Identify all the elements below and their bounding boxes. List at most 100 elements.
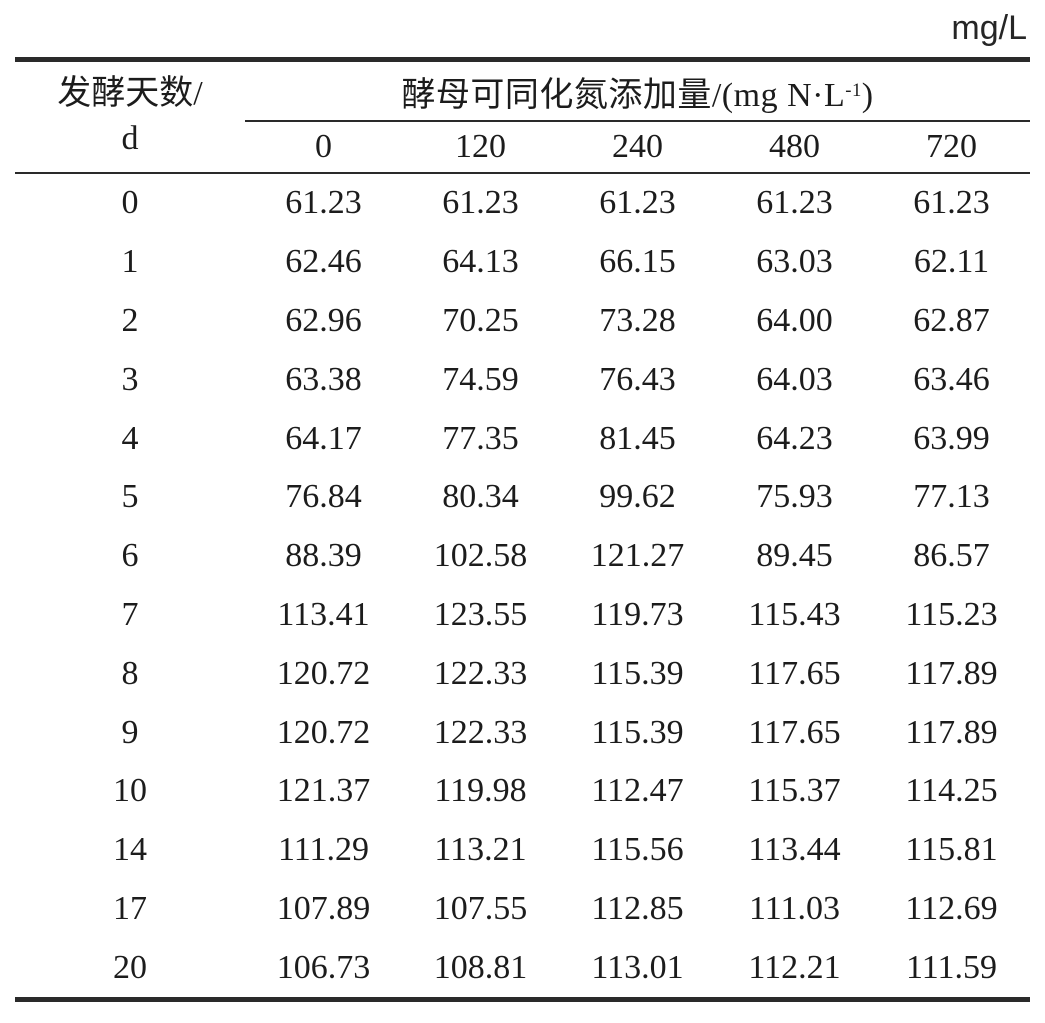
column-group-header: 酵母可同化氮添加量/(mg N·L-1) <box>245 59 1030 122</box>
value-cell: 119.98 <box>434 772 527 810</box>
value-cell: 77.35 <box>442 419 519 457</box>
value-cell: 76.43 <box>599 360 676 398</box>
value-cell: 122.33 <box>433 713 528 751</box>
value-cell: 63.38 <box>285 360 362 398</box>
day-cell: 10 <box>113 772 147 810</box>
value-cell: 117.89 <box>905 713 998 751</box>
value-cell: 112.69 <box>905 889 998 927</box>
value-cell: 115.23 <box>905 595 998 633</box>
value-cell: 120.72 <box>276 713 371 751</box>
value-cell: 111.29 <box>278 831 369 869</box>
value-cell: 113.41 <box>277 595 370 633</box>
day-cell: 9 <box>121 713 139 751</box>
value-cell: 89.45 <box>756 537 833 575</box>
value-cell: 117.89 <box>905 654 998 692</box>
value-cell: 115.39 <box>591 713 684 751</box>
value-cell: 117.65 <box>748 654 841 692</box>
table-row: 3 63.38 74.59 76.43 64.03 63.46 <box>15 350 1030 409</box>
value-cell: 113.44 <box>748 831 841 869</box>
value-cell: 74.59 <box>442 360 519 398</box>
table-row: 10 121.37 119.98 112.47 115.37 114.25 <box>15 762 1030 821</box>
data-table: 发酵天数/ d 酵母可同化氮添加量/(mg N·L-1) 0 120 240 4… <box>15 57 1030 1003</box>
group-header-close-paren: ) <box>861 76 874 114</box>
value-cell: 61.23 <box>285 184 362 222</box>
col-header-0: 0 <box>245 121 402 174</box>
table-row: 2 62.96 70.25 73.28 64.00 62.87 <box>15 292 1030 351</box>
col-header-120: 120 <box>402 121 559 174</box>
value-cell: 86.57 <box>913 537 990 575</box>
value-cell: 111.59 <box>906 948 997 986</box>
value-cell: 76.84 <box>285 478 362 516</box>
value-cell: 123.55 <box>433 595 528 633</box>
value-cell: 115.37 <box>748 772 841 810</box>
value-cell: 111.03 <box>749 889 840 927</box>
value-cell: 113.01 <box>591 948 684 986</box>
header-row-levels: 0 120 240 480 720 <box>15 121 1030 174</box>
value-cell: 115.43 <box>748 595 841 633</box>
value-cell: 114.25 <box>905 772 998 810</box>
value-cell: 122.33 <box>433 654 528 692</box>
group-header-superscript: -1 <box>845 80 862 102</box>
day-cell: 7 <box>121 595 139 633</box>
value-cell: 66.15 <box>599 243 676 281</box>
day-cell: 17 <box>113 889 147 927</box>
value-cell: 61.23 <box>442 184 519 222</box>
table-row: 17 107.89 107.55 112.85 111.03 112.69 <box>15 880 1030 939</box>
value-cell: 70.25 <box>442 301 519 339</box>
value-cell: 63.03 <box>756 243 833 281</box>
value-cell: 64.23 <box>756 419 833 457</box>
day-cell: 5 <box>121 478 139 516</box>
value-cell: 62.87 <box>913 301 990 339</box>
value-cell: 64.00 <box>756 301 833 339</box>
table-row: 6 88.39 102.58 121.27 89.45 86.57 <box>15 527 1030 586</box>
day-cell: 20 <box>113 948 147 986</box>
day-cell: 6 <box>121 537 139 575</box>
table-row: 14 111.29 113.21 115.56 113.44 115.81 <box>15 821 1030 880</box>
value-cell: 61.23 <box>756 184 833 222</box>
table-row: 1 62.46 64.13 66.15 63.03 62.11 <box>15 233 1030 292</box>
value-cell: 107.89 <box>276 889 371 927</box>
row-header-line1: 发酵天数/ <box>57 75 203 113</box>
table-row: 5 76.84 80.34 99.62 75.93 77.13 <box>15 468 1030 527</box>
day-cell: 14 <box>113 831 147 869</box>
day-cell: 0 <box>121 184 139 222</box>
value-cell: 113.21 <box>434 831 527 869</box>
value-cell: 108.81 <box>433 948 528 986</box>
table-row: 20 106.73 108.81 113.01 112.21 111.59 <box>15 938 1030 999</box>
row-header: 发酵天数/ d <box>15 59 245 174</box>
value-cell: 80.34 <box>442 478 519 516</box>
value-cell: 112.85 <box>591 889 684 927</box>
value-cell: 99.62 <box>599 478 676 516</box>
row-header-line2: d <box>121 120 139 157</box>
day-cell: 4 <box>121 419 139 457</box>
table-row: 0 61.23 61.23 61.23 61.23 61.23 <box>15 173 1030 233</box>
value-cell: 107.55 <box>433 889 528 927</box>
value-cell: 73.28 <box>599 301 676 339</box>
value-cell: 61.23 <box>913 184 990 222</box>
day-cell: 2 <box>121 301 139 339</box>
day-cell: 8 <box>121 654 139 692</box>
value-cell: 62.96 <box>285 301 362 339</box>
unit-label: mg/L <box>951 9 1027 47</box>
value-cell: 115.81 <box>905 831 998 869</box>
value-cell: 88.39 <box>285 537 362 575</box>
table-row: 8 120.72 122.33 115.39 117.65 117.89 <box>15 644 1030 703</box>
value-cell: 117.65 <box>748 713 841 751</box>
table-row: 4 64.17 77.35 81.45 64.23 63.99 <box>15 409 1030 468</box>
value-cell: 121.37 <box>276 772 371 810</box>
value-cell: 112.21 <box>748 948 841 986</box>
value-cell: 115.56 <box>591 831 684 869</box>
value-cell: 119.73 <box>591 595 684 633</box>
value-cell: 112.47 <box>591 772 684 810</box>
group-header-text: 酵母可同化氮添加量/(mg N·L <box>401 76 846 114</box>
value-cell: 75.93 <box>756 478 833 516</box>
value-cell: 81.45 <box>599 419 676 457</box>
value-cell: 102.58 <box>433 537 528 575</box>
col-header-240: 240 <box>559 121 716 174</box>
value-cell: 63.99 <box>913 419 990 457</box>
day-cell: 3 <box>121 360 139 398</box>
value-cell: 61.23 <box>599 184 676 222</box>
value-cell: 62.46 <box>285 243 362 281</box>
header-row-group: 发酵天数/ d 酵母可同化氮添加量/(mg N·L-1) <box>15 59 1030 174</box>
